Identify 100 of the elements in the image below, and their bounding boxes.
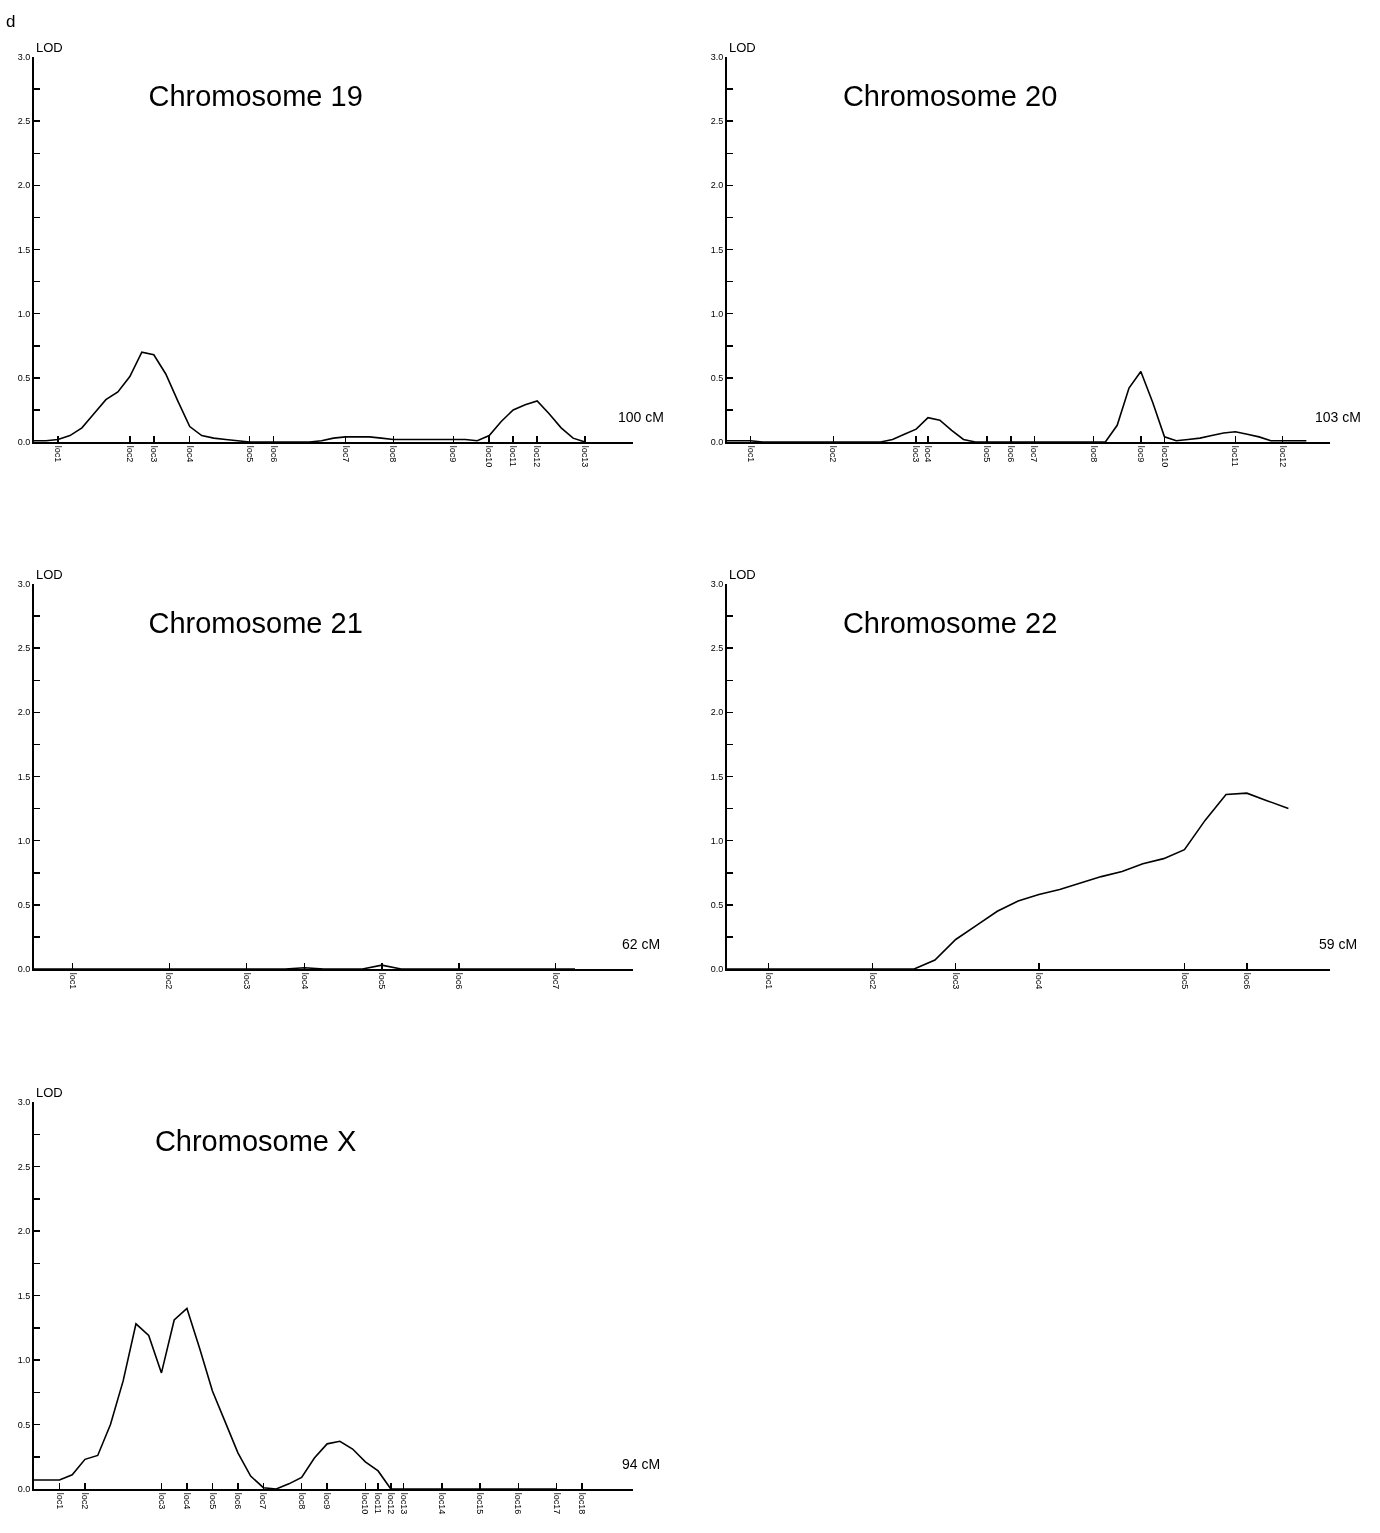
y-tick-label: 0.0	[17, 1484, 31, 1495]
x-tick-label: loc8	[1088, 445, 1099, 463]
annotation: 94 cM	[622, 1456, 661, 1472]
y-tick-label: 1.0	[710, 835, 724, 846]
x-tick-label: loc10	[484, 445, 495, 468]
y-tick-label: 2.0	[17, 1226, 31, 1237]
x-tick-label: loc13	[580, 445, 591, 468]
x-tick-label: loc11	[373, 1492, 384, 1514]
y-axis-title: LOD	[729, 567, 756, 582]
annotation: 103 cM	[1315, 409, 1361, 425]
x-tick-label: loc2	[828, 445, 839, 463]
x-tick-label: loc5	[376, 972, 387, 990]
x-tick-label: loc15	[475, 1492, 486, 1515]
y-tick-label: 1.0	[710, 308, 724, 319]
y-tick-label: 3.0	[17, 579, 31, 590]
y-tick-label: 1.5	[710, 771, 724, 782]
text: Chromosome X	[154, 1124, 357, 1157]
y-tick-label: 2.5	[710, 643, 724, 654]
y-tick-label: 3.0	[17, 1097, 31, 1108]
x-tick-label: loc1	[54, 1492, 65, 1510]
x-tick-label: loc7	[550, 972, 561, 990]
text: Chromosome 20	[842, 79, 1058, 112]
x-tick-label: loc5	[207, 1492, 218, 1510]
x-tick-label: loc14	[436, 1492, 447, 1515]
x-tick-label: loc10	[1159, 445, 1170, 468]
x-tick-label: loc11	[1230, 445, 1241, 467]
y-tick-label: 0.0	[17, 437, 31, 448]
x-tick-label: loc2	[80, 1492, 91, 1510]
x-tick-label: loc3	[911, 445, 922, 463]
text: Chromosome 19	[148, 79, 363, 112]
y-tick-label: 2.5	[17, 1161, 31, 1172]
x-tick-label: loc17	[551, 1492, 562, 1515]
y-tick-label: 0.0	[710, 437, 724, 448]
x-tick-label: loc8	[388, 445, 399, 463]
y-tick-label: 1.0	[17, 1355, 31, 1366]
y-tick-label: 1.5	[17, 771, 31, 782]
x-tick-label: loc3	[156, 1492, 167, 1510]
text: d	[6, 12, 16, 31]
x-tick-label: loc12	[532, 445, 543, 468]
x-tick-label: loc4	[923, 445, 934, 463]
x-tick-label: loc1	[53, 445, 64, 463]
x-tick-label: loc13	[398, 1492, 409, 1515]
x-tick-label: loc18	[577, 1492, 588, 1515]
y-axis-title: LOD	[729, 40, 756, 55]
y-tick-label: 1.5	[17, 244, 31, 255]
annotation: 59 cM	[1319, 936, 1358, 952]
y-tick-label: 2.0	[17, 707, 31, 718]
x-tick-label: loc6	[1241, 972, 1252, 990]
x-tick-label: loc12	[1277, 445, 1288, 468]
x-tick-label: loc2	[164, 972, 175, 990]
x-tick-label: loc3	[241, 972, 252, 990]
y-tick-label: 1.0	[17, 835, 31, 846]
y-axis-title: LOD	[36, 1085, 63, 1100]
y-tick-label: 1.5	[17, 1290, 31, 1301]
y-tick-label: 2.0	[710, 707, 724, 718]
y-tick-label: 0.5	[17, 1419, 31, 1430]
x-tick-label: loc4	[184, 445, 195, 463]
x-tick-label: loc7	[258, 1492, 269, 1510]
y-tick-label: 0.5	[710, 372, 724, 383]
x-tick-label: loc4	[299, 972, 310, 990]
y-tick-label: 1.0	[17, 308, 31, 319]
x-tick-label: loc3	[148, 445, 159, 463]
x-tick-label: loc16	[513, 1492, 524, 1515]
y-tick-label: 1.5	[710, 244, 724, 255]
x-tick-label: loc1	[67, 972, 78, 990]
x-tick-label: loc4	[1033, 972, 1044, 990]
x-tick-label: loc4	[182, 1492, 193, 1510]
x-tick-label: loc9	[1135, 445, 1146, 463]
y-tick-label: 2.5	[17, 643, 31, 654]
x-tick-label: loc7	[1029, 445, 1040, 463]
x-tick-label: loc10	[360, 1492, 371, 1515]
x-tick-label: loc9	[448, 445, 459, 463]
x-tick-label: loc6	[1005, 445, 1016, 463]
x-tick-label: loc2	[124, 445, 135, 463]
text: Chromosome 22	[842, 606, 1058, 639]
x-tick-label: loc2	[867, 972, 878, 990]
annotation: 62 cM	[622, 936, 661, 952]
y-tick-label: 3.0	[710, 52, 724, 63]
y-tick-label: 3.0	[710, 579, 724, 590]
y-tick-label: 2.5	[17, 116, 31, 127]
x-tick-label: loc9	[322, 1492, 333, 1510]
y-tick-label: 2.0	[710, 180, 724, 191]
x-tick-label: loc11	[508, 445, 519, 467]
x-tick-label: loc5	[1179, 972, 1190, 990]
x-tick-label: loc1	[763, 972, 774, 990]
x-tick-label: loc3	[950, 972, 961, 990]
x-tick-label: loc7	[340, 445, 351, 463]
y-tick-label: 0.5	[710, 899, 724, 910]
x-tick-label: loc5	[982, 445, 993, 463]
y-tick-label: 0.0	[710, 964, 724, 975]
y-axis-title: LOD	[36, 567, 63, 582]
y-tick-label: 2.5	[710, 116, 724, 127]
x-tick-label: loc5	[244, 445, 255, 463]
y-tick-label: 0.5	[17, 899, 31, 910]
y-tick-label: 0.5	[17, 372, 31, 383]
x-tick-label: loc6	[454, 972, 465, 990]
x-tick-label: loc6	[268, 445, 279, 463]
y-tick-label: 2.0	[17, 180, 31, 191]
annotation: 100 cM	[618, 409, 664, 425]
y-tick-label: 0.0	[17, 964, 31, 975]
